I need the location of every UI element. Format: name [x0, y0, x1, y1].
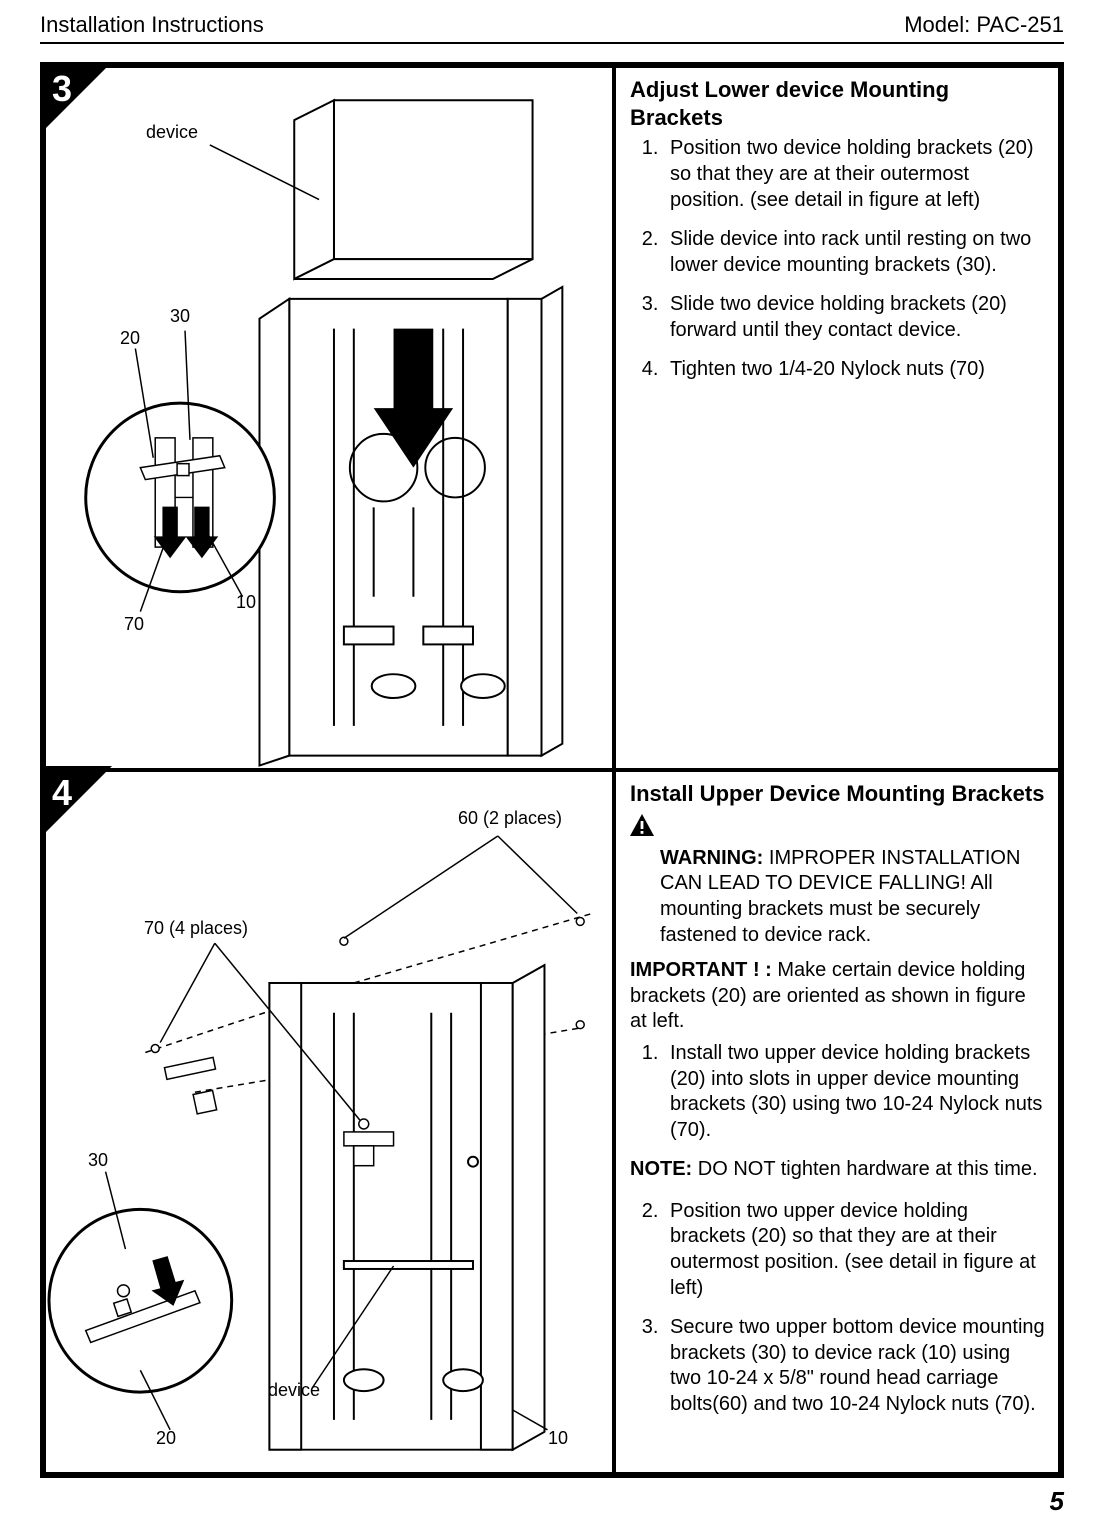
callout-10-3: 10 — [236, 592, 256, 613]
step-number-4: 4 — [52, 772, 72, 814]
figure-3-svg — [46, 68, 612, 768]
note-block: NOTE: DO NOT tighten hardware at this ti… — [630, 1157, 1046, 1183]
title-3: Adjust Lower device Mounting Brackets — [630, 76, 1046, 132]
figure-4-svg — [46, 772, 612, 1472]
callout-60-4: 60 (2 places) — [458, 808, 562, 829]
page-number: 5 — [40, 1486, 1064, 1517]
header-rule — [40, 42, 1064, 44]
title-4: Install Upper Device Mounting Brackets — [630, 780, 1046, 808]
important-block: IMPORTANT ! : Make certain device holdin… — [630, 958, 1046, 1035]
figure-4: 4 — [46, 772, 616, 1472]
header-left: Installation Instructions — [40, 12, 264, 38]
warning-icon — [630, 814, 654, 836]
steps-3: Position two device holding brackets (20… — [630, 136, 1046, 383]
figure-3: 3 — [46, 68, 616, 768]
callout-10-4: 10 — [548, 1428, 568, 1449]
step-badge-3 — [40, 62, 112, 134]
step-3-1: Position two device holding brackets (20… — [664, 136, 1046, 213]
callout-device-3: device — [146, 122, 198, 143]
note-text: DO NOT tighten hardware at this time. — [692, 1158, 1037, 1180]
step-number-3: 3 — [52, 68, 72, 110]
warning-label: WARNING: — [660, 847, 763, 869]
step-3-4: Tighten two 1/4-20 Nylock nuts (70) — [664, 357, 1046, 383]
warning-block: WARNING: IMPROPER INSTALLATION CAN LEAD … — [630, 814, 1046, 948]
step-3-3: Slide two device holding brackets (20) f… — [664, 292, 1046, 343]
step-4-3: Secure two upper bottom device mounting … — [664, 1315, 1046, 1417]
step-4-2: Position two upper device holding bracke… — [664, 1199, 1046, 1301]
panel-4: 4 — [46, 772, 1058, 1472]
steps-4b: Position two upper device holding bracke… — [630, 1199, 1046, 1418]
step-4-1: Install two upper device holding bracket… — [664, 1041, 1046, 1143]
header-right: Model: PAC-251 — [904, 12, 1064, 38]
panel-3: 3 — [46, 68, 1058, 772]
callout-30-3: 30 — [170, 306, 190, 327]
callout-device-4: device — [268, 1380, 320, 1401]
callout-20-3: 20 — [120, 328, 140, 349]
step-3-2: Slide device into rack until resting on … — [664, 227, 1046, 278]
text-3: Adjust Lower device Mounting Brackets Po… — [616, 68, 1058, 768]
callout-70-3: 70 — [124, 614, 144, 635]
important-label: IMPORTANT ! : — [630, 959, 777, 981]
callout-70-4: 70 (4 places) — [144, 918, 248, 939]
callout-30-4: 30 — [88, 1150, 108, 1171]
callout-20-4: 20 — [156, 1428, 176, 1449]
main-frame: 3 — [40, 62, 1064, 1478]
steps-4a: Install two upper device holding bracket… — [630, 1041, 1046, 1143]
text-4: Install Upper Device Mounting Brackets W… — [616, 772, 1058, 1472]
step-badge-4 — [40, 766, 112, 838]
note-label: NOTE: — [630, 1158, 692, 1180]
